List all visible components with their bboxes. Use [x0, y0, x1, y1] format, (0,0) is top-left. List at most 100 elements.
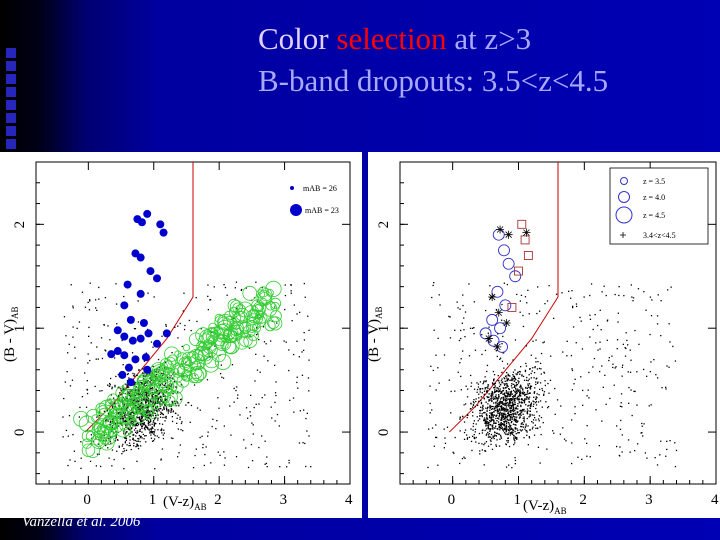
galaxy-dot	[170, 437, 173, 439]
galaxy-dot	[540, 433, 542, 436]
galaxy-dot	[611, 355, 613, 357]
galaxy-dot	[507, 440, 510, 442]
galaxy-dot	[668, 366, 670, 368]
galaxy-dot	[503, 403, 505, 405]
galaxy-dot	[114, 386, 116, 388]
galaxy-dot	[520, 412, 522, 414]
galaxy-dot	[120, 388, 122, 390]
y-tick-label-wrap: 0	[376, 429, 392, 437]
galaxy-dot	[453, 452, 455, 454]
galaxy-dot	[207, 295, 209, 297]
galaxy-dot	[240, 289, 242, 291]
galaxy-dot	[490, 417, 492, 419]
galaxy-dot	[153, 438, 156, 440]
galaxy-dot	[515, 416, 517, 418]
galaxy-dot	[505, 420, 507, 423]
galaxy-dot	[141, 373, 144, 375]
decoration-square	[6, 139, 16, 149]
galaxy-dot	[477, 420, 479, 422]
galaxy-dot	[96, 416, 98, 418]
galaxy-dot	[261, 435, 263, 437]
galaxy-dot	[505, 414, 507, 416]
galaxy-dot	[488, 421, 490, 424]
galaxy-dot	[472, 406, 474, 408]
galaxy-dot	[491, 425, 494, 427]
galaxy-dot	[123, 415, 125, 417]
galaxy-dot	[448, 315, 450, 318]
galaxy-dot	[490, 424, 492, 426]
galaxy-dot	[166, 376, 169, 379]
galaxy-dot	[486, 392, 488, 394]
galaxy-dot	[609, 397, 611, 400]
galaxy-dot	[481, 443, 483, 445]
galaxy-dot	[128, 445, 130, 447]
galaxy-dot	[517, 382, 520, 384]
galaxy-dot	[154, 412, 156, 414]
galaxy-dot	[432, 284, 434, 287]
galaxy-dot	[470, 408, 472, 410]
galaxy-dot	[504, 412, 506, 414]
galaxy-dot	[105, 419, 107, 421]
galaxy-dot	[517, 414, 519, 416]
galaxy-dot	[146, 426, 149, 429]
galaxy-dot	[473, 402, 475, 404]
galaxy-dot	[459, 416, 461, 418]
galaxy-dot	[168, 410, 170, 412]
galaxy-dot	[650, 361, 652, 363]
galaxy-dot	[95, 358, 97, 360]
legend-marker	[620, 177, 628, 185]
galaxy-dot	[502, 335, 504, 338]
galaxy-dot	[497, 379, 499, 382]
galaxy-dot	[597, 324, 599, 327]
galaxy-dot	[180, 384, 182, 386]
galaxy-dot	[66, 371, 68, 373]
galaxy-dot	[133, 445, 135, 447]
galaxy-dot	[495, 425, 497, 427]
galaxy-dot	[437, 367, 439, 369]
model-track-circle	[180, 373, 188, 381]
galaxy-dot	[220, 364, 222, 366]
galaxy-dot	[519, 300, 521, 302]
galaxy-dot	[149, 399, 151, 401]
galaxy-dot	[89, 359, 91, 362]
galaxy-dot	[496, 411, 498, 413]
galaxy-dot	[95, 299, 97, 301]
galaxy-dot	[151, 427, 153, 429]
galaxy-dot	[608, 357, 610, 359]
galaxy-dot	[515, 382, 517, 384]
galaxy-dot	[505, 425, 508, 428]
galaxy-dot	[675, 449, 678, 452]
galaxy-dot	[147, 406, 149, 408]
galaxy-dot	[136, 430, 138, 432]
galaxy-dot	[515, 413, 517, 416]
galaxy-dot	[474, 437, 476, 440]
galaxy-dot	[483, 444, 485, 446]
galaxy-dot	[145, 416, 147, 418]
galaxy-dot	[109, 421, 112, 423]
galaxy-dot	[511, 433, 514, 435]
galaxy-dot	[429, 402, 431, 405]
galaxy-dot	[514, 401, 516, 404]
slide-title: Color selection at z>3	[258, 20, 531, 58]
galaxy-dot	[474, 431, 476, 433]
galaxy-dot	[459, 418, 461, 420]
galaxy-dot	[192, 467, 195, 469]
galaxy-dot	[574, 406, 576, 408]
galaxy-dot	[206, 379, 209, 381]
galaxy-dot	[522, 375, 525, 378]
galaxy-dot	[252, 424, 254, 426]
galaxy-dot	[207, 431, 209, 433]
galaxy-dot	[125, 383, 127, 386]
galaxy-dot	[187, 401, 189, 404]
galaxy-dot	[196, 320, 198, 323]
dropout-galaxy-point	[113, 326, 122, 335]
galaxy-dot	[514, 420, 516, 423]
galaxy-dot	[506, 404, 508, 406]
galaxy-dot	[495, 422, 497, 424]
galaxy-dot	[501, 378, 503, 380]
dropout-galaxy-point	[126, 378, 135, 387]
galaxy-dot	[511, 377, 513, 379]
model-track-circle	[143, 404, 154, 415]
